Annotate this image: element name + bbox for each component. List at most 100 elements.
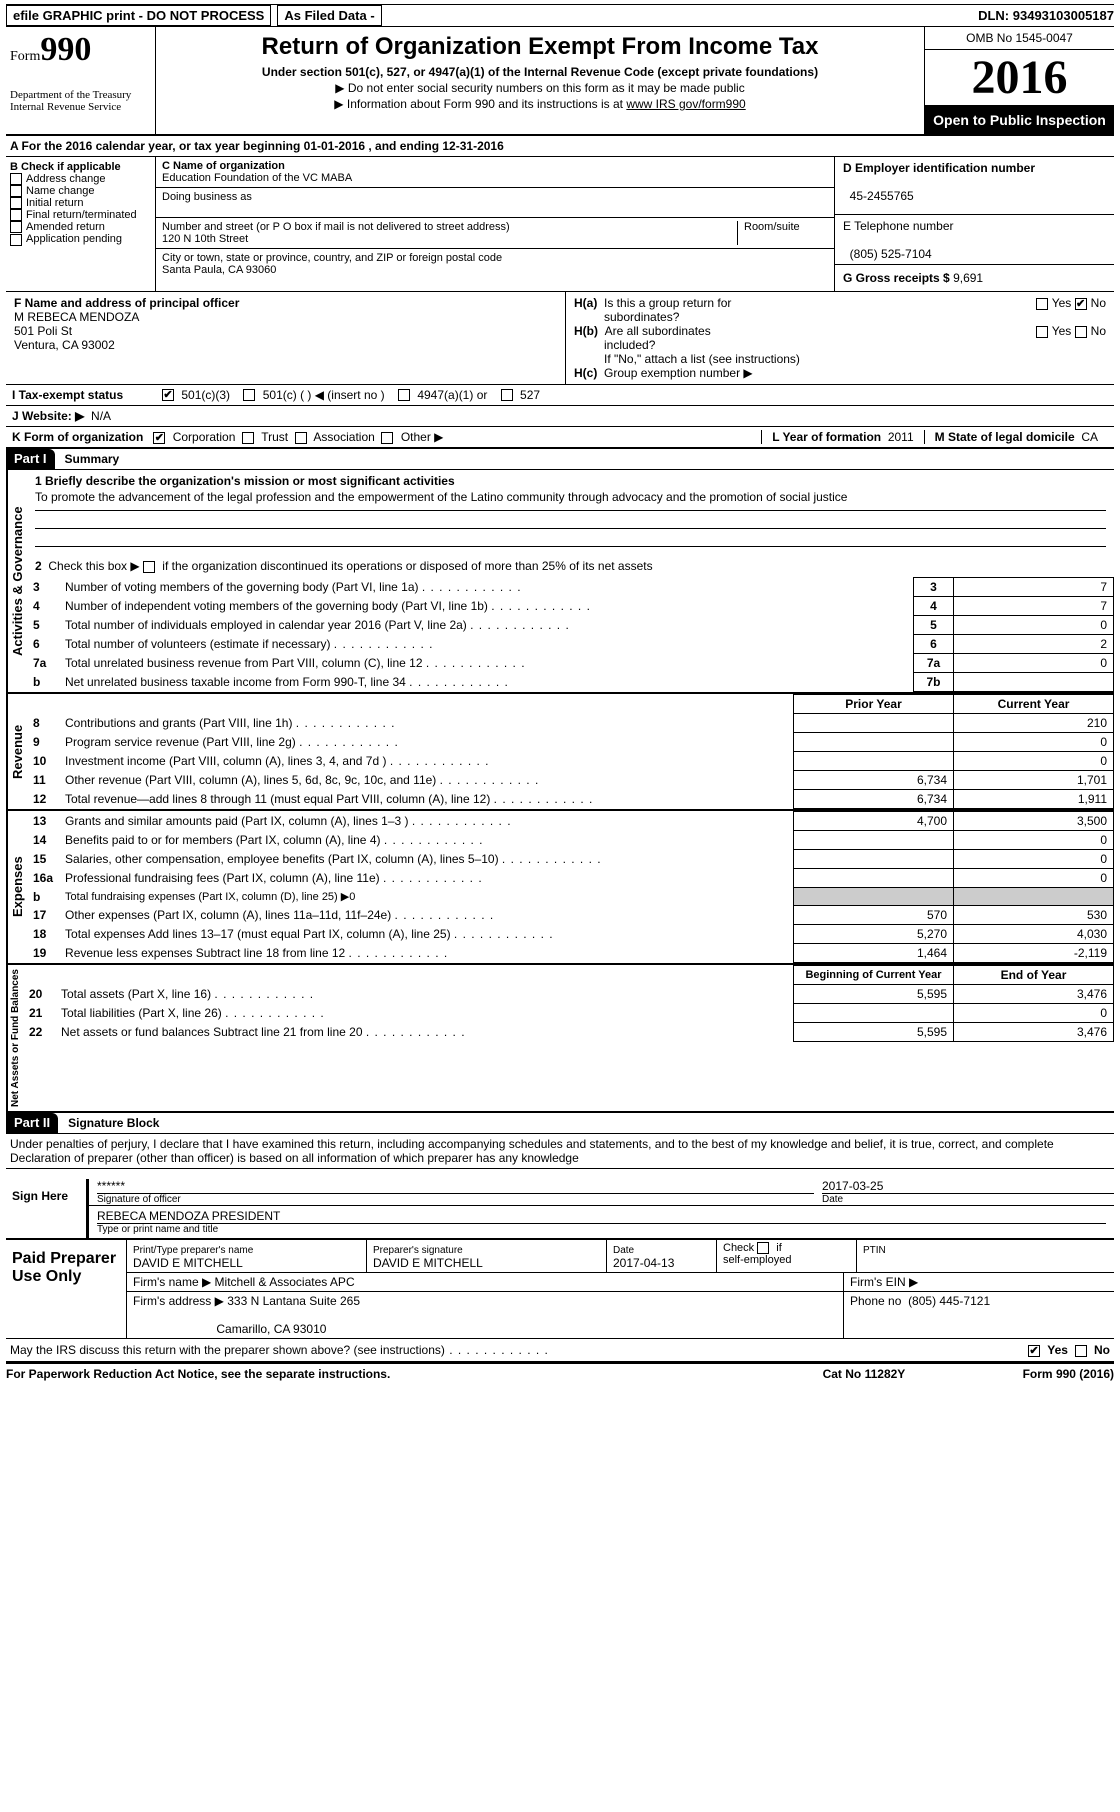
- block-fh: F Name and address of principal officer …: [6, 292, 1114, 385]
- ha-no-checkbox[interactable]: [1075, 298, 1087, 310]
- header-note2: ▶ Information about Form 990 and its ins…: [334, 97, 626, 111]
- part1-title: Summary: [55, 449, 130, 469]
- year-formation: 2011: [888, 430, 914, 444]
- b-checkbox-4[interactable]: [10, 221, 22, 233]
- checkbox-item: Address change: [10, 173, 151, 185]
- addr-label: Number and street (or P O box if mail is…: [162, 221, 510, 233]
- ptin-label: PTIN: [863, 1245, 886, 1256]
- opt-other: Other ▶: [401, 430, 444, 444]
- opt-501c: 501(c) ( ) ◀ (insert no ): [263, 388, 385, 402]
- revenue-table: Prior YearCurrent Year8Contributions and…: [27, 694, 1114, 809]
- discuss-yes-checkbox[interactable]: [1028, 1345, 1040, 1357]
- gross-receipts-value: 9,691: [953, 271, 983, 285]
- form-ref: Form 990 (2016): [1023, 1367, 1114, 1381]
- ein-label: D Employer identification number: [843, 161, 1035, 175]
- officer-name-title: REBECA MENDOZA PRESIDENT: [97, 1209, 1106, 1223]
- part2-header: Part II: [6, 1113, 58, 1133]
- row-a-period: A For the 2016 calendar year, or tax yea…: [6, 136, 1114, 157]
- part2-title: Signature Block: [58, 1113, 169, 1133]
- trust-checkbox[interactable]: [242, 432, 254, 444]
- 501c3-checkbox[interactable]: [162, 389, 174, 401]
- header-note1: ▶ Do not enter social security numbers o…: [166, 81, 914, 95]
- b-checkbox-2[interactable]: [10, 197, 22, 209]
- gross-receipts-label: G Gross receipts $: [843, 271, 950, 285]
- phone-value: (805) 525-7104: [850, 247, 932, 261]
- opt-trust: Trust: [261, 430, 288, 444]
- dln-label: DLN:: [978, 8, 1009, 23]
- b-checkbox-3[interactable]: [10, 209, 22, 221]
- website-label: J Website: ▶: [12, 409, 84, 423]
- hb-no-checkbox[interactable]: [1075, 326, 1087, 338]
- treasury-dept: Department of the TreasuryInternal Reven…: [10, 89, 151, 113]
- city-state-zip: Santa Paula, CA 93060: [162, 264, 276, 276]
- 501c-checkbox[interactable]: [243, 389, 255, 401]
- prep-date-label: Date: [613, 1245, 634, 1256]
- ha-yes-checkbox[interactable]: [1036, 298, 1048, 310]
- section-b-title: B Check if applicable: [10, 161, 151, 173]
- year-formation-label: L Year of formation: [772, 430, 881, 444]
- opt-527: 527: [520, 388, 540, 402]
- sig-stars: ******: [97, 1179, 814, 1193]
- room-label: Room/suite: [744, 221, 800, 233]
- phone-label: E Telephone number: [843, 219, 954, 233]
- discuss-no-checkbox[interactable]: [1075, 1345, 1087, 1357]
- opt-corp: Corporation: [173, 430, 236, 444]
- firm-ein-label: Firm's EIN ▶: [844, 1273, 1114, 1291]
- sign-here-label: Sign Here: [6, 1169, 86, 1238]
- line2-text: 2 Check this box ▶ if the organization d…: [35, 559, 1106, 573]
- b-checkbox-0[interactable]: [10, 173, 22, 185]
- row-klm: K Form of organization Corporation Trust…: [6, 427, 1114, 449]
- city-label: City or town, state or province, country…: [162, 252, 502, 264]
- tax-year: 2016: [925, 50, 1114, 106]
- line1-label: 1 Briefly describe the organization's mi…: [35, 474, 1106, 488]
- paperwork-notice: For Paperwork Reduction Act Notice, see …: [6, 1367, 823, 1381]
- firm-name-label: Firm's name ▶: [133, 1275, 211, 1289]
- firm-name: Mitchell & Associates APC: [215, 1275, 355, 1289]
- expenses-table: 13Grants and similar amounts paid (Part …: [27, 811, 1114, 963]
- row-i: I Tax-exempt status 501(c)(3) 501(c) ( )…: [6, 385, 1114, 406]
- sidebar-netassets: Net Assets or Fund Balances: [6, 965, 23, 1111]
- irs-link[interactable]: www IRS gov/form990: [626, 97, 745, 111]
- firm-addr-label: Firm's address ▶: [133, 1294, 224, 1308]
- b-checkbox-5[interactable]: [10, 234, 22, 246]
- officer-name: M REBECA MENDOZA: [14, 310, 139, 324]
- sidebar-governance: Activities & Governance: [6, 470, 27, 692]
- 527-checkbox[interactable]: [501, 389, 513, 401]
- cat-no: Cat No 11282Y: [823, 1367, 1023, 1381]
- opt-assoc: Association: [313, 430, 374, 444]
- officer-name-label: Type or print name and title: [97, 1223, 1106, 1235]
- b-checkbox-1[interactable]: [10, 185, 22, 197]
- form-org-label: K Form of organization: [12, 430, 143, 444]
- assoc-checkbox[interactable]: [295, 432, 307, 444]
- opt-501c3: 501(c)(3): [181, 388, 230, 402]
- subtitle: Under section 501(c), 527, or 4947(a)(1)…: [166, 65, 914, 79]
- opt-4947: 4947(a)(1) or: [417, 388, 487, 402]
- form-number: 990: [40, 31, 91, 68]
- omb-number: OMB No 1545-0047: [925, 27, 1114, 50]
- date-label: Date: [822, 1193, 1114, 1205]
- self-emp-checkbox[interactable]: [757, 1242, 769, 1254]
- row-j: J Website: ▶ N/A: [6, 406, 1114, 427]
- paid-preparer-label: Paid Preparer Use Only: [6, 1240, 126, 1338]
- firm-city: Camarillo, CA 93010: [216, 1322, 326, 1336]
- 4947-checkbox[interactable]: [398, 389, 410, 401]
- prep-date: 2017-04-13: [613, 1256, 674, 1270]
- discontinued-checkbox[interactable]: [143, 561, 155, 573]
- ein-value: 45-2455765: [850, 189, 914, 203]
- hb-yes-checkbox[interactable]: [1036, 326, 1048, 338]
- discuss-text: May the IRS discuss this return with the…: [10, 1343, 1028, 1357]
- topbar: efile GRAPHIC print - DO NOT PROCESS As …: [6, 4, 1114, 27]
- hb-note: If "No," attach a list (see instructions…: [574, 352, 1106, 366]
- other-checkbox[interactable]: [381, 432, 393, 444]
- info-grid: B Check if applicable Address changeName…: [6, 157, 1114, 292]
- declaration-text: Under penalties of perjury, I declare th…: [6, 1134, 1114, 1169]
- inspection-notice: Open to Public Inspection: [925, 106, 1114, 134]
- dba-label: Doing business as: [162, 191, 252, 203]
- corp-checkbox[interactable]: [153, 432, 165, 444]
- checkbox-item: Name change: [10, 185, 151, 197]
- efile-notice: efile GRAPHIC print - DO NOT PROCESS: [6, 5, 271, 26]
- prep-sig-label: Preparer's signature: [373, 1245, 463, 1256]
- part1-header: Part I: [6, 449, 55, 469]
- domicile: CA: [1081, 430, 1098, 444]
- tax-status-label: I Tax-exempt status: [12, 388, 162, 402]
